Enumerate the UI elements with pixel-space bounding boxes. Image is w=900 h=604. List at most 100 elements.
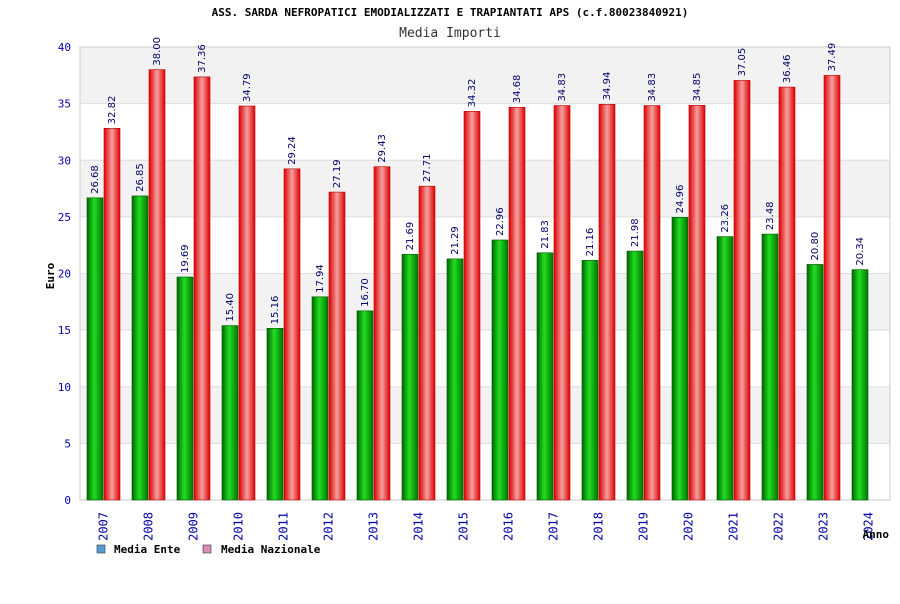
data-label: 38.00 [152, 37, 163, 66]
data-label: 26.68 [90, 165, 101, 194]
x-axis-title: Anno [863, 528, 890, 541]
x-tick-label: 2024 [862, 512, 876, 541]
bar-media-ente-2016 [491, 239, 509, 501]
data-label: 27.71 [422, 154, 433, 183]
data-label: 20.34 [855, 237, 866, 266]
grid-band [80, 103, 890, 161]
x-tick-label: 2014 [412, 512, 426, 541]
bar-media-nazionale-2019 [643, 105, 661, 501]
grid-band [80, 216, 890, 274]
bar-media-ente-2019 [626, 250, 644, 501]
bar-media-nazionale-2015 [463, 111, 481, 501]
data-label: 34.94 [602, 72, 613, 101]
bar-media-ente-2024 [851, 269, 869, 501]
x-tick-label: 2017 [547, 512, 561, 541]
y-axis-title: Euro [44, 262, 57, 289]
bar-media-nazionale-2016 [508, 106, 526, 501]
bar-media-ente-2007 [86, 197, 104, 501]
data-label: 34.68 [512, 75, 523, 104]
data-label: 24.96 [675, 185, 686, 214]
chart-subtitle: Media Importi [399, 26, 501, 41]
x-tick-label: 2018 [592, 512, 606, 541]
x-tick-label: 2012 [322, 512, 336, 541]
bar-media-nazionale-2017 [553, 105, 571, 501]
data-label: 37.05 [737, 48, 748, 77]
bar-media-ente-2010 [221, 325, 239, 501]
x-tick-label: 2019 [637, 512, 651, 541]
x-tick-label: 2015 [457, 512, 471, 541]
bar-media-ente-2021 [716, 236, 734, 501]
bar-media-ente-2017 [536, 252, 554, 501]
data-label: 34.85 [692, 73, 703, 102]
bar-media-nazionale-2008 [148, 69, 166, 501]
bar-media-ente-2008 [131, 195, 149, 501]
grid-band [80, 47, 890, 104]
data-label: 37.49 [827, 43, 838, 72]
y-tick-label: 20 [58, 268, 71, 281]
bar-media-ente-2018 [581, 260, 599, 501]
data-label: 29.24 [287, 136, 298, 165]
bar-media-ente-2012 [311, 296, 329, 501]
data-label: 16.70 [360, 278, 371, 307]
legend-swatch-media-nazionale [202, 544, 212, 554]
y-tick-label: 35 [58, 98, 71, 111]
bar-media-nazionale-2011 [283, 168, 301, 501]
bar-media-nazionale-2007 [103, 128, 121, 501]
legend-swatch-media-ente [96, 544, 106, 554]
data-label: 32.82 [107, 96, 118, 125]
grid-band [80, 443, 890, 500]
plot-border [79, 46, 891, 501]
bar-media-ente-2022 [761, 233, 779, 501]
data-label: 17.94 [315, 264, 326, 293]
x-tick-label: 2008 [142, 512, 156, 541]
bar-media-nazionale-2012 [328, 191, 346, 501]
x-tick-label: 2023 [817, 512, 831, 541]
data-label: 20.80 [810, 232, 821, 261]
bar-media-nazionale-2022 [778, 86, 796, 501]
bar-media-nazionale-2009 [193, 76, 211, 501]
data-label: 37.36 [197, 44, 208, 73]
bar-media-ente-2009 [176, 276, 194, 501]
y-tick-label: 5 [64, 437, 71, 450]
bar-media-nazionale-2010 [238, 105, 256, 501]
x-tick-label: 2011 [277, 512, 291, 541]
data-label: 34.83 [557, 73, 568, 102]
bar-media-ente-2013 [356, 310, 374, 501]
data-label: 19.69 [180, 244, 191, 273]
data-label: 34.32 [467, 79, 478, 108]
data-label: 23.48 [765, 201, 776, 230]
x-tick-label: 2013 [367, 512, 381, 541]
y-tick-label: 40 [58, 41, 71, 54]
x-tick-label: 2016 [502, 512, 516, 541]
data-label: 15.16 [270, 296, 281, 325]
legend-label-media-nazionale: Media Nazionale [221, 543, 321, 556]
bar-media-ente-2014 [401, 254, 419, 501]
legend-label-media-ente: Media Ente [114, 543, 181, 556]
data-label: 21.69 [405, 222, 416, 251]
data-label: 34.79 [242, 73, 253, 102]
data-label: 27.19 [332, 159, 343, 188]
x-tick-label: 2010 [232, 512, 246, 541]
grid-band [80, 386, 890, 444]
bar-media-nazionale-2018 [598, 104, 616, 501]
data-label: 23.26 [720, 204, 731, 233]
y-tick-label: 10 [58, 381, 71, 394]
x-tick-label: 2020 [682, 512, 696, 541]
grid-band [80, 330, 890, 387]
bar-media-nazionale-2020 [688, 105, 706, 501]
bar-media-nazionale-2021 [733, 80, 751, 501]
data-label: 21.29 [450, 226, 461, 255]
x-tick-label: 2007 [97, 512, 111, 541]
y-tick-label: 30 [58, 154, 71, 167]
grid-band [80, 273, 890, 331]
data-label: 36.46 [782, 54, 793, 83]
bar-media-ente-2011 [266, 328, 284, 501]
data-label: 21.83 [540, 220, 551, 249]
x-tick-label: 2009 [187, 512, 201, 541]
bar-media-ente-2023 [806, 264, 824, 501]
data-label: 26.85 [135, 163, 146, 192]
y-tick-label: 25 [58, 211, 71, 224]
y-tick-label: 15 [58, 324, 71, 337]
